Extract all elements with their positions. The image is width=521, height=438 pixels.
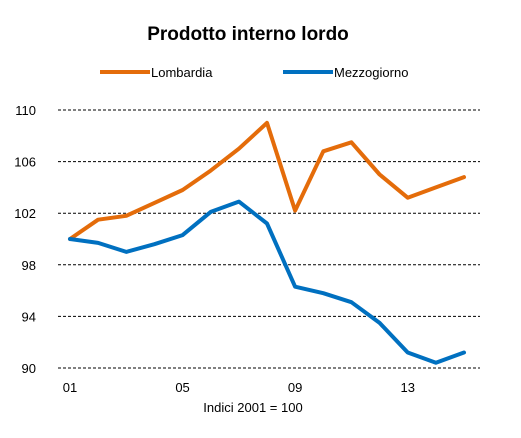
series-line-lombardia <box>68 120 466 241</box>
y-axis-ticks: 90 94 98 102 106 110 <box>14 103 36 376</box>
y-tick-label: 106 <box>14 155 36 170</box>
y-tick-label: 110 <box>15 103 36 118</box>
x-tick-label: 01 <box>63 380 77 395</box>
x-tick-label: 13 <box>400 380 414 395</box>
legend-label-mezzogiorno: Mezzogiorno <box>334 65 408 80</box>
grid <box>58 109 480 369</box>
y-tick-label: 94 <box>22 309 36 324</box>
legend-label-lombardia: Lombardia <box>151 65 213 80</box>
x-axis-ticks: 01 05 09 13 <box>63 380 415 395</box>
chart-title: Prodotto interno lordo <box>147 24 349 45</box>
series-line-mezzogiorno <box>68 199 466 365</box>
x-tick-label: 09 <box>288 380 302 395</box>
series <box>68 120 466 365</box>
legend: Lombardia Mezzogiorno <box>100 65 408 80</box>
x-tick-label: 05 <box>175 380 189 395</box>
y-tick-label: 102 <box>14 206 36 221</box>
axis-note: Indici 2001 = 100 <box>203 400 302 415</box>
y-tick-label: 98 <box>22 258 36 273</box>
y-tick-label: 90 <box>22 361 36 376</box>
